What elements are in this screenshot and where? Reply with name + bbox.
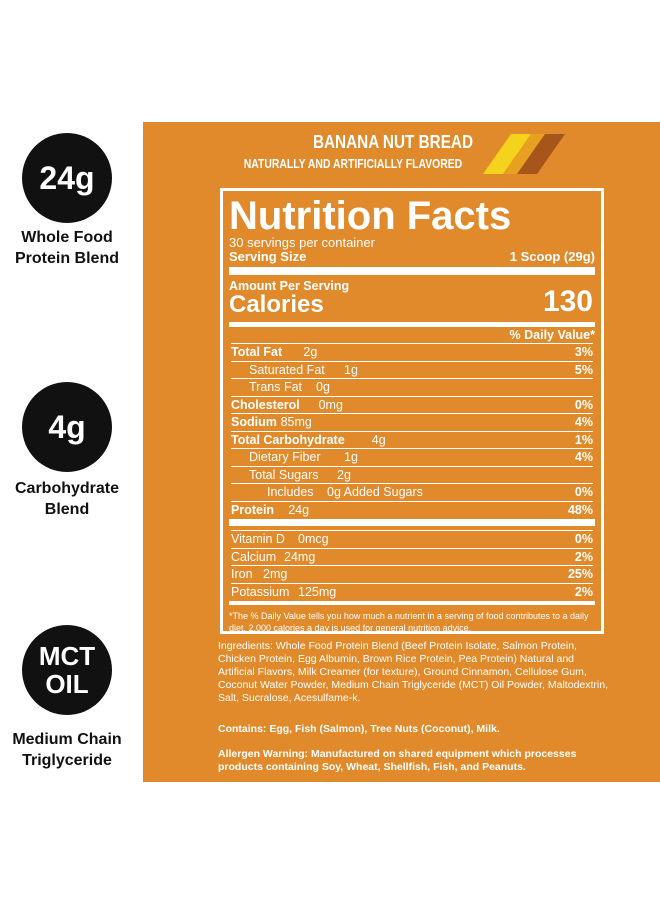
flavor: BANANA NUT BREAD — [312, 132, 474, 152]
nutrient-row: Cholesterol 0mg 0% — [231, 395, 593, 414]
feature-label: Carbohydrate Blend — [14, 480, 120, 518]
nutrient-amount: 0g Added Sugars — [327, 485, 423, 499]
nutrient-dv: 4% — [574, 450, 593, 464]
servings: 30 servings per container — [229, 235, 375, 250]
nutrient-dv: 25% — [567, 567, 593, 581]
label-panel: BANANA NUT BREAD NATURALLY AND ARTIFICIA… — [143, 122, 660, 782]
nutrient-amount: 85mg — [280, 415, 312, 429]
ingredients: Ingredients: Whole Food Protein Blend (B… — [218, 640, 608, 704]
serving-size-row: Serving Size 1 Scoop (29g) — [229, 249, 595, 275]
nutrient-amount: 1g — [344, 450, 358, 464]
allergen-warning: Allergen Warning: Manufactured on shared… — [218, 748, 577, 773]
nutrient-name: Includes — [267, 485, 314, 499]
calories: 130 — [542, 285, 593, 318]
nutrient-row: Total Carbohydrate 4g 1% — [231, 430, 593, 449]
nutrient-row: Total Sugars 2g — [231, 465, 593, 484]
nutrient-amount: 2g — [303, 345, 318, 359]
flavor-note: NATURALLY AND ARTIFICIALLY FLAVORED — [243, 156, 463, 171]
protein-rule — [229, 519, 595, 526]
nutrient-dv: 2% — [574, 584, 593, 599]
serving-size-label: Serving Size — [229, 249, 307, 264]
nutrient-amount: 2g — [337, 467, 351, 482]
nutrient-name: Potassium — [231, 584, 290, 599]
nutrient-dv: 0% — [574, 397, 593, 412]
feature-label: Medium Chain Triglyceride — [12, 731, 122, 769]
contains: Contains: Egg, Fish (Salmon), Tree Nuts … — [218, 723, 500, 735]
nutrient-row: Calcium 24mg 2% — [231, 547, 593, 566]
nutrient-amount: 4g — [371, 432, 386, 447]
dv-header: % Daily Value* — [509, 328, 595, 342]
nutrient-amount: 1g — [344, 362, 358, 377]
nutrition-box: Nutrition Facts 30 servings per container… — [220, 188, 604, 634]
feature-badge: 4g — [22, 382, 112, 472]
dv-rule — [229, 322, 595, 327]
nutrient-row: Sodium 85mg 4% — [231, 413, 593, 431]
nutrient-name: Dietary Fiber — [249, 450, 321, 464]
nutrient-row: Trans Fat 0g — [231, 378, 593, 396]
nutrient-dv: 3% — [574, 345, 593, 359]
nutrient-name: Cholesterol — [231, 397, 300, 412]
nutrient-amount: 24mg — [284, 549, 316, 564]
footnote-rule — [229, 601, 595, 605]
nutrient-amount: 0mg — [318, 397, 343, 412]
footnote: *The % Daily Value tells you how much a … — [229, 611, 589, 633]
nutrient-row: Protein 24g 48% — [231, 500, 593, 519]
nutrient-amount: 0g — [316, 380, 330, 394]
nutrient-dv: 5% — [574, 362, 593, 377]
label-title: Nutrition Facts — [229, 194, 512, 238]
nutrient-name: Sodium — [231, 415, 277, 429]
nutrient-dv: 2% — [574, 549, 593, 564]
nutrient-amount: 0mcg — [298, 532, 329, 546]
serving-size: 1 Scoop (29g) — [509, 249, 595, 264]
nutrient-row: Iron 2mg 25% — [231, 565, 593, 583]
feature-badge: 24g — [22, 133, 112, 223]
nutrient-row: Includes 0g Added Sugars 0% — [231, 483, 593, 501]
nutrient-row: Vitamin D 0mcg 0% — [231, 530, 593, 548]
nutrient-amount: 2mg — [263, 567, 288, 581]
nutrient-amount: 125mg — [298, 584, 337, 599]
nutrient-name: Protein — [231, 502, 275, 517]
nutrient-name: Calcium — [231, 549, 277, 564]
nutrient-name: Total Sugars — [249, 467, 319, 482]
nutrient-name: Iron — [231, 567, 253, 581]
nutrient-row: Saturated Fat 1g 5% — [231, 360, 593, 379]
nutrient-dv: 0% — [574, 532, 593, 546]
nutrient-row: Dietary Fiber 1g 4% — [231, 448, 593, 466]
nutrient-name: Total Fat — [231, 345, 283, 359]
stripes-logo — [483, 134, 565, 174]
calories-label: Calories — [229, 291, 324, 318]
nutrient-dv: 4% — [574, 415, 593, 429]
nutrient-dv: 0% — [574, 485, 593, 499]
nutrient-name: Trans Fat — [249, 380, 303, 394]
nutrient-dv: 1% — [574, 432, 593, 447]
feature-badge: MCT OIL — [22, 625, 112, 715]
nutrient-name: Vitamin D — [231, 532, 285, 546]
nutrient-dv: 48% — [567, 502, 593, 517]
nutrient-row: Potassium 125mg 2% — [231, 582, 593, 601]
nutrient-name: Saturated Fat — [249, 362, 325, 377]
nutrient-amount: 24g — [288, 502, 310, 517]
nutrient-name: Total Carbohydrate — [231, 432, 345, 447]
nutrient-row: Total Fat 2g 3% — [231, 343, 593, 361]
amount-per-serving: Amount Per Serving — [229, 279, 350, 293]
feature-label: Whole Food Protein Blend — [14, 229, 119, 267]
